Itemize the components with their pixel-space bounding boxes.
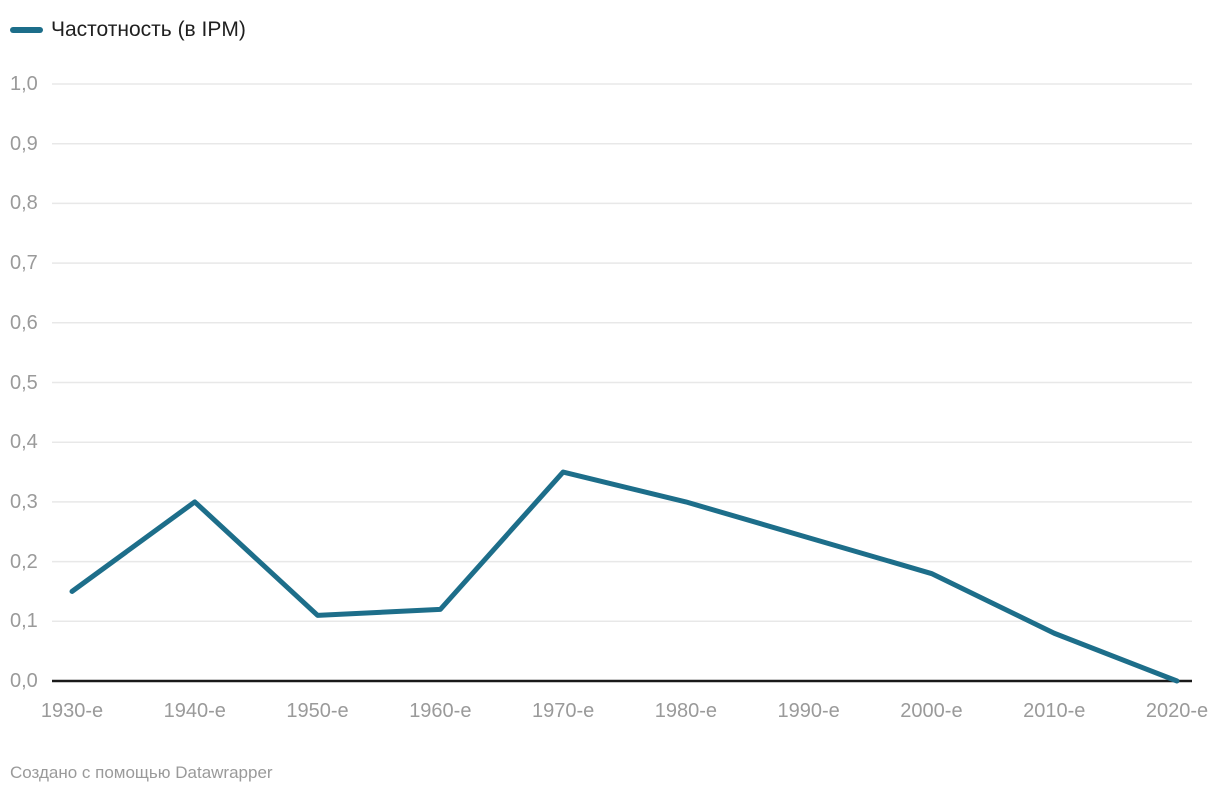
y-axis-tick-label: 0,3: [10, 490, 38, 513]
x-axis-tick-label: 2020-е: [1145, 700, 1209, 722]
y-axis-tick-label: 0,2: [10, 550, 38, 573]
x-axis-tick-label: 2000-е: [900, 700, 963, 722]
y-axis-tick-label: 0,0: [10, 670, 38, 692]
y-axis-tick-label: 0,5: [10, 371, 38, 394]
x-axis-tick-label: 1960-е: [409, 700, 472, 722]
y-axis-tick-label: 0,6: [10, 311, 38, 334]
x-axis-tick-label: 1940-е: [163, 700, 226, 722]
x-axis-tick-label: 1950-е: [286, 700, 349, 722]
y-axis-tick-label: 0,1: [10, 610, 38, 633]
y-axis-tick-label: 0,8: [10, 192, 38, 215]
x-axis-tick-label: 1970-е: [531, 700, 595, 722]
y-axis-tick-label: 0,7: [10, 252, 38, 275]
x-axis-tick-label: 1990-е: [777, 700, 840, 722]
legend-label: Частотность (в IPM): [51, 18, 246, 41]
attribution-footer: Создано с помощью Datawrapper: [10, 763, 273, 782]
y-axis-tick-label: 0,4: [10, 431, 38, 454]
legend-line-swatch: [10, 26, 43, 33]
x-axis-tick-label: 1930-е: [40, 700, 104, 722]
legend: Частотность (в IPM): [10, 19, 246, 40]
x-axis-tick-label: 2010-е: [1023, 700, 1086, 722]
y-axis-tick-label: 0,9: [10, 132, 38, 155]
data-line-series: [69, 469, 1180, 684]
x-axis-tick-label: 1980-е: [654, 700, 718, 722]
y-axis-tick-label: 1,0: [10, 73, 38, 95]
